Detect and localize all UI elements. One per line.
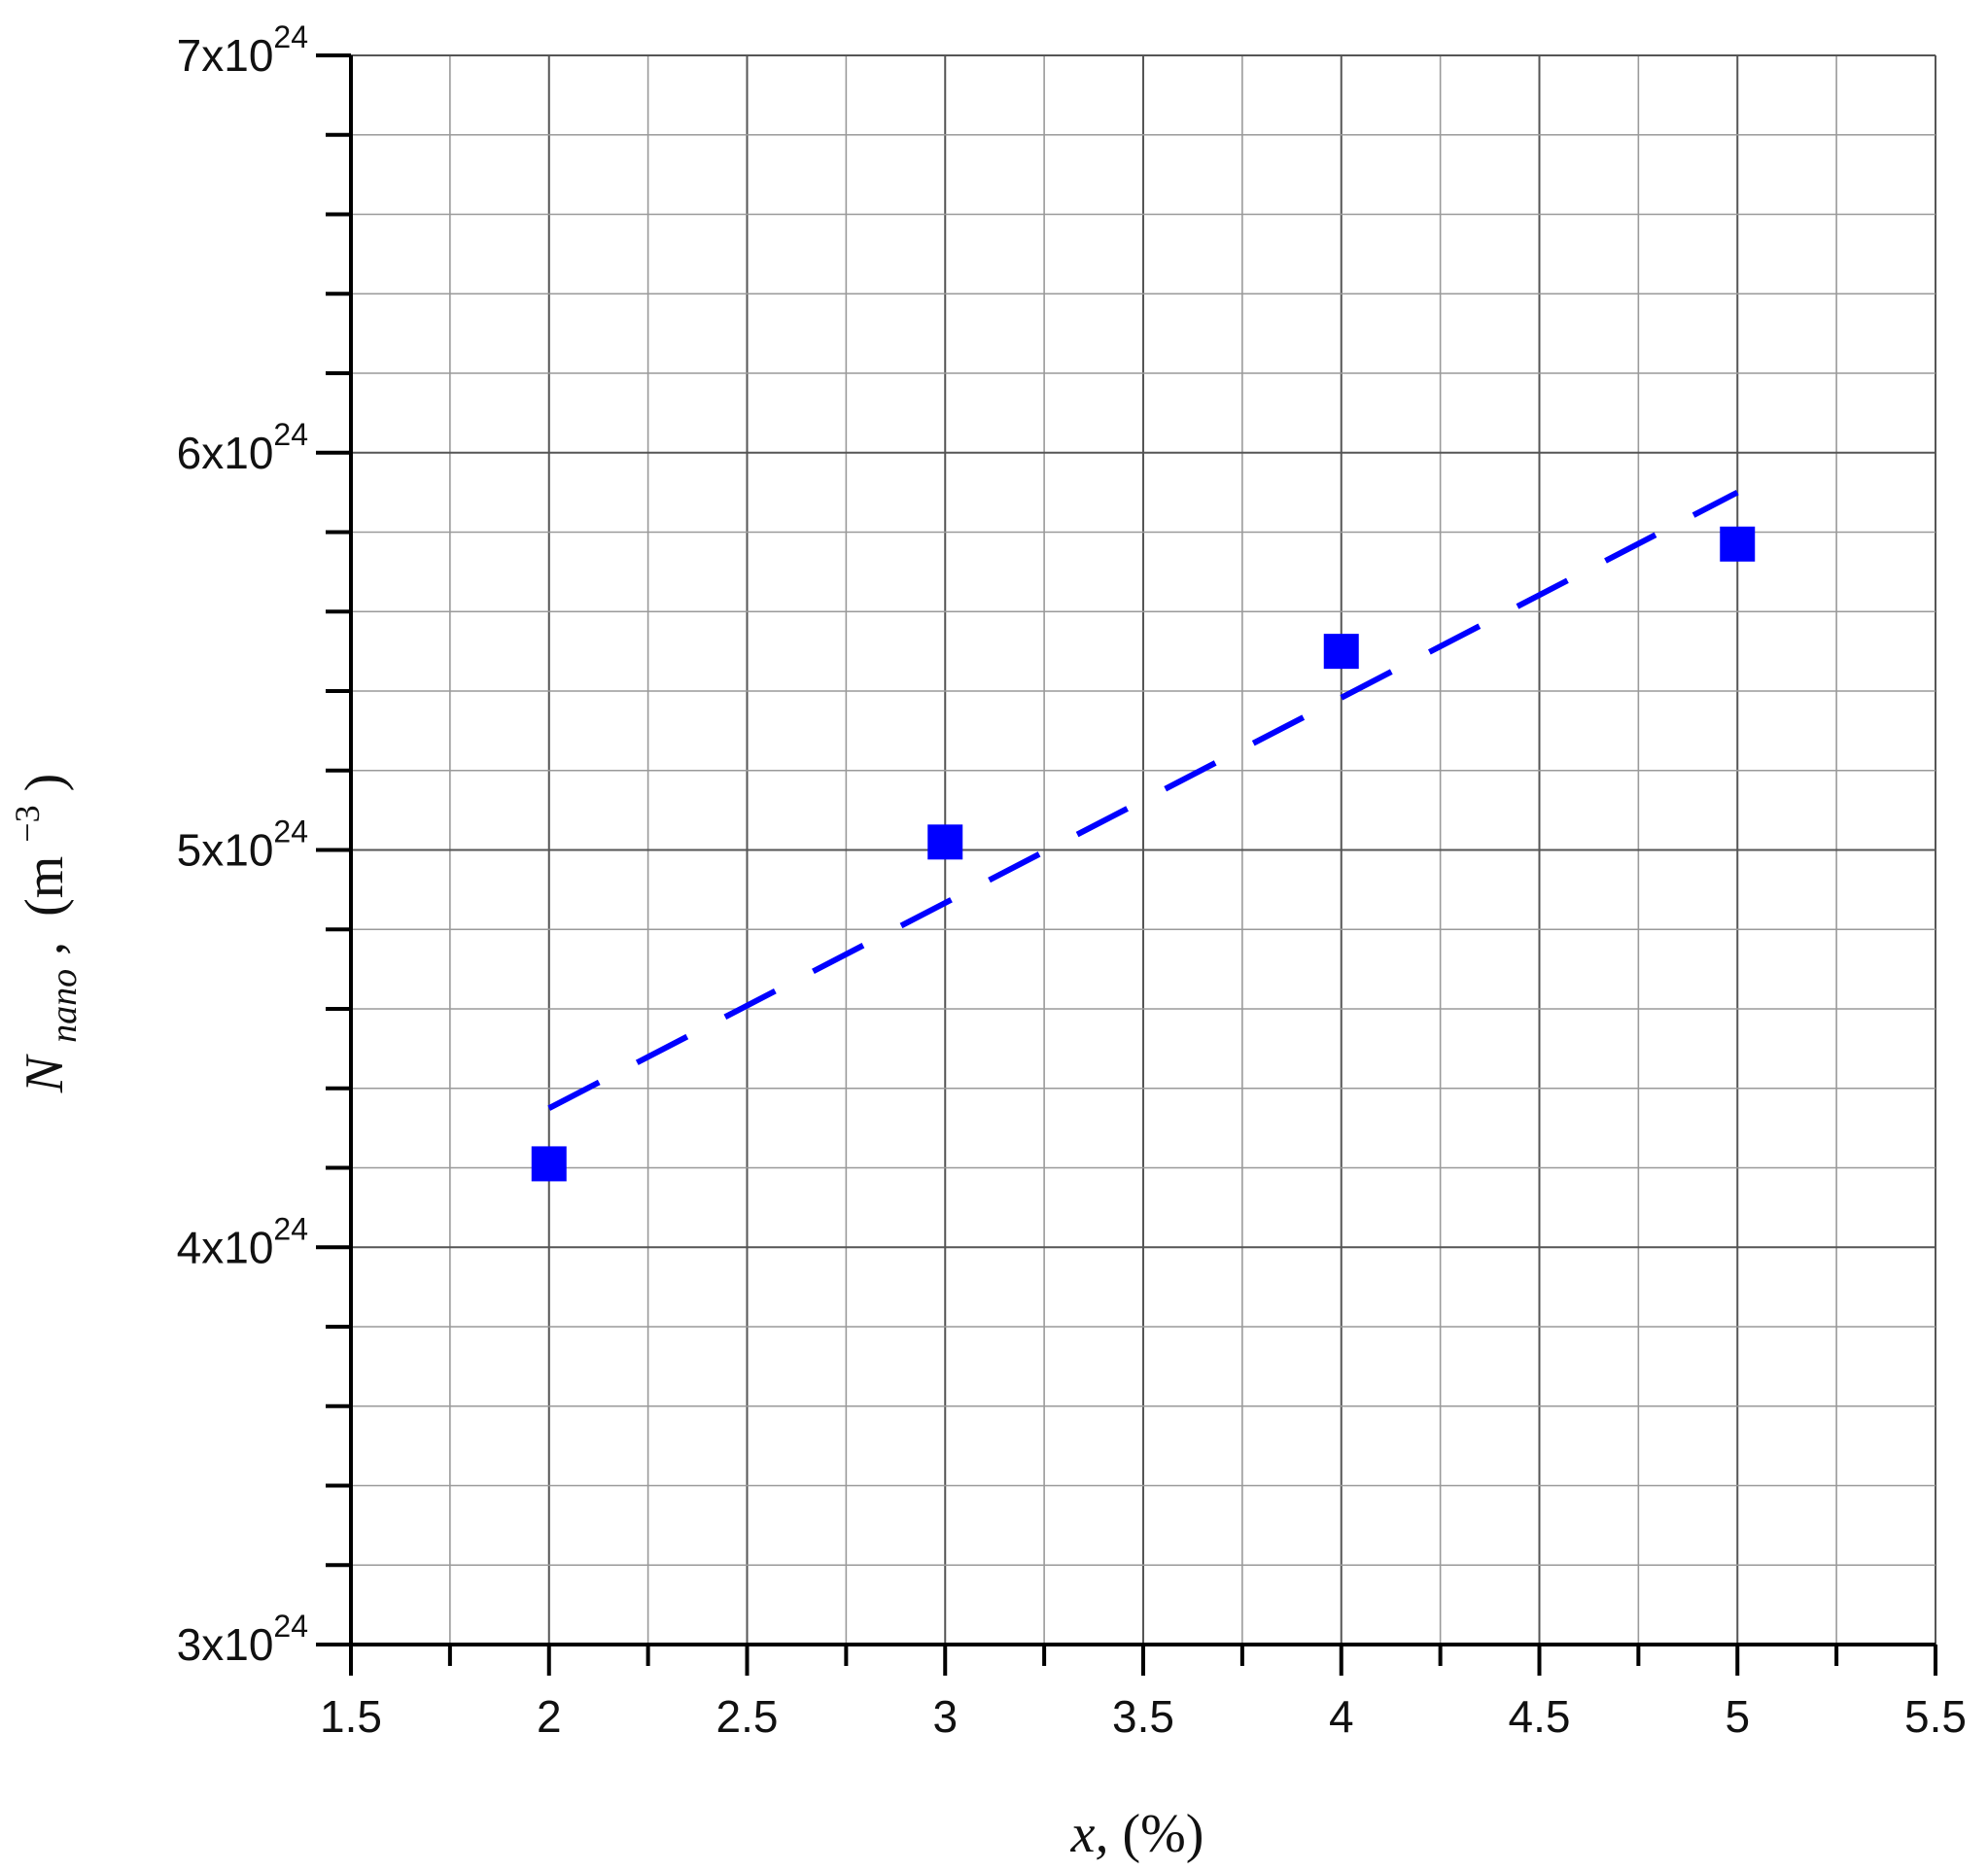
y-tick-exponent: 24 (273, 19, 308, 54)
x-tick-label: 3 (932, 1691, 958, 1742)
y-axis-var: N (15, 1054, 75, 1093)
x-tick-label: 1.5 (320, 1691, 382, 1742)
x-tick-label: 3.5 (1112, 1691, 1174, 1742)
data-point-marker (1720, 526, 1756, 562)
grid (350, 54, 1936, 1646)
ticks (316, 53, 1937, 1676)
y-tick-label: 7x1024 (177, 19, 308, 81)
y-tick-mantissa: 3x10 (177, 1619, 274, 1670)
fit-line (547, 489, 1739, 1111)
y-axis-unit-pre: (m (15, 856, 75, 917)
series (531, 489, 1756, 1182)
data-point-marker (1323, 634, 1359, 670)
y-tick-label: 3x1024 (177, 1609, 308, 1670)
y-axis-unit-exp: −3 (8, 805, 47, 842)
x-tick-label: 4.5 (1509, 1691, 1571, 1742)
y-axis-var-sub: nano (44, 969, 85, 1043)
x-tick-label: 5.5 (1904, 1691, 1967, 1742)
y-tick-exponent: 24 (273, 1609, 308, 1644)
y-tick-label: 6x1024 (177, 417, 308, 478)
y-tick-label: 5x1024 (177, 814, 308, 876)
x-tick-label: 2 (537, 1691, 562, 1742)
y-tick-mantissa: 6x10 (177, 428, 274, 478)
y-axis-unit-post: ) (15, 774, 75, 792)
x-axis-title: x, (%) (1070, 1804, 1204, 1864)
x-tick-label: 4 (1329, 1691, 1354, 1742)
x-tick-label: 2.5 (716, 1691, 779, 1742)
x-axis-var: x, (1070, 1804, 1109, 1864)
y-axis-comma: , (15, 942, 75, 955)
x-tick-label: 5 (1725, 1691, 1750, 1742)
y-tick-label: 4x1024 (177, 1211, 308, 1272)
x-axis-unit: (%) (1122, 1804, 1203, 1864)
y-axis-title: N nano , (m −3 ) (0, 774, 88, 1094)
y-tick-mantissa: 5x10 (177, 825, 274, 876)
y-tick-exponent: 24 (273, 1211, 308, 1246)
data-point-marker (927, 824, 963, 860)
y-tick-mantissa: 4x10 (177, 1222, 274, 1272)
data-point-marker (531, 1146, 567, 1182)
tick-labels: 1.5 2 2.5 3 3.5 4 4.5 5 5.53x10244x10245x10246x1… (177, 19, 1967, 1742)
y-tick-mantissa: 7x10 (177, 30, 274, 81)
y-tick-exponent: 24 (273, 814, 308, 849)
y-tick-exponent: 24 (273, 417, 308, 452)
